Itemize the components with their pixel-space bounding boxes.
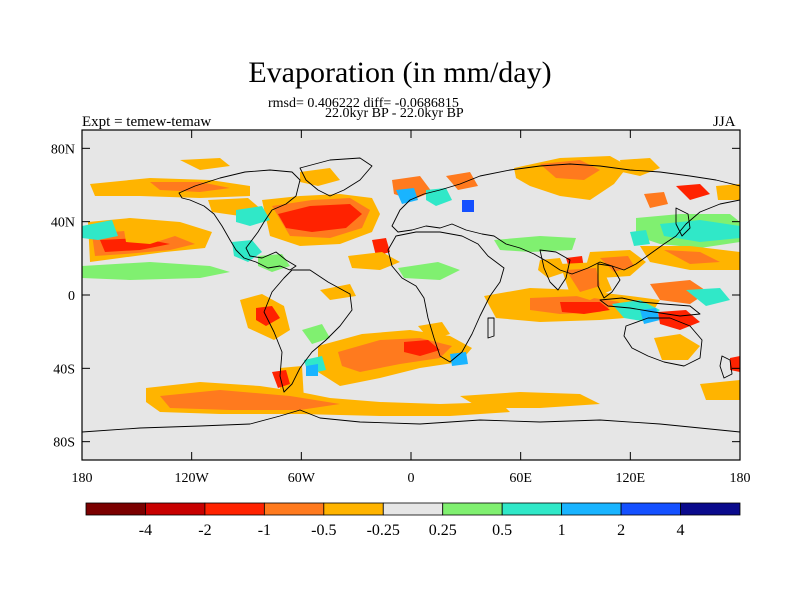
anomaly-region [716,184,740,200]
lon-tick-label: 120W [175,471,210,486]
colorbar-box [501,502,563,516]
lat-tick-label: 80N [51,142,75,157]
anomaly-region [300,168,340,186]
colorbar-box [85,502,146,516]
experiment-label: Expt = temew-temaw [82,114,212,130]
colorbar-label: -0.5 [311,522,336,539]
lat-tick-label: 40N [51,216,75,231]
coastline-europe-asia [391,163,740,275]
coastline-new-zealand [719,355,733,379]
anomaly-region [278,204,362,232]
lat-tick-label: 80S [53,436,75,451]
anomaly-region [180,158,230,170]
coastline-madagascar [487,317,495,339]
colorbar-box [442,502,503,516]
anomaly-region [664,250,720,264]
plot-title: Evaporation (in mm/day) [248,56,552,89]
anomaly-region [660,220,740,242]
coastline-africa [387,231,505,363]
anomaly-region [256,306,280,326]
anomaly-region [236,206,270,226]
anomaly-region [320,284,356,300]
anomaly-region [630,230,650,246]
coastline-antarctica [82,409,740,433]
anomaly-region [398,262,460,280]
colorbar-box [145,502,206,516]
anomaly-region [160,390,340,410]
anomaly-region [462,200,474,212]
anomaly-region [418,322,450,340]
anomaly-region [446,172,478,190]
anomaly-region [426,188,452,206]
map-border [81,129,741,461]
lon-tick-label: 180 [730,471,751,486]
colorbar: -4 -2 -1 -0.5 -0.25 0.25 0.5 1 2 4 [85,502,741,539]
anomaly-region [150,182,230,192]
lon-tick-label: 180 [72,471,93,486]
lon-tick-label: 60E [509,471,532,486]
anomaly-region [450,352,468,366]
coastline-north-america [178,169,301,271]
anomaly-region [644,192,668,208]
period-subtitle: 22.0kyr BP - 22.0kyr BP [325,106,464,121]
colorbar-label: -2 [198,522,211,539]
anomaly-region [396,188,418,204]
colorbar-box [263,502,325,516]
anomaly-region [676,184,710,200]
lon-tick-label: 0 [408,471,415,486]
anomaly-region [82,220,118,240]
colorbar-label: -4 [139,522,152,539]
coastlines [82,157,740,433]
anomaly-region [124,226,175,244]
lon-tick-label: 60W [288,471,316,486]
anomaly-region [372,238,390,256]
evaporation-anomaly-field [82,156,740,416]
colorbar-label: 0.25 [429,522,457,539]
colorbar-label: -1 [258,522,271,539]
coastline-greenland [299,157,373,197]
coastline-southeast-asia [597,263,621,299]
anomaly-region [686,288,730,306]
coastline-india [539,249,571,291]
lat-tick-label: 0 [68,289,75,304]
anomaly-region [302,324,330,344]
stats-subtitle: rmsd= 0.406222 diff= -0.0686815 [268,96,459,111]
colorbar-label: 4 [677,522,685,539]
anomaly-region [82,262,230,280]
colorbar-box [323,502,384,516]
coastline-australia [623,317,703,367]
colorbar-box [382,502,444,516]
colorbar-box [680,502,741,516]
anomaly-region [600,256,634,272]
anomaly-region [348,252,400,270]
colorbar-box [620,502,681,516]
colorbar-label: 2 [617,522,625,539]
anomaly-region [566,268,600,292]
coastline-maritime [599,297,701,317]
map-frame: 180 120W 60W 0 60E 120E 180 80N 40N 0 40S 80S [51,129,751,486]
colorbar-label: 0.5 [492,522,512,539]
coastline-japan [675,207,691,237]
anomaly-region [560,302,610,314]
anomaly-region [650,280,708,304]
anomaly-region [494,236,576,252]
colorbar-box [204,502,265,516]
anomaly-region [460,392,600,408]
lon-tick-label: 120E [616,471,646,486]
anomaly-region [404,340,440,356]
lat-tick-label: 40S [53,362,75,377]
season-label: JJA [713,114,736,130]
anomaly-region [538,258,566,278]
colorbar-label: -0.25 [367,522,400,539]
anomaly-region [306,364,318,376]
colorbar-label: 1 [558,522,566,539]
anomaly-region [700,380,740,400]
colorbar-box [561,502,622,516]
anomaly-region [654,334,700,360]
coastline-south-america [263,269,353,393]
